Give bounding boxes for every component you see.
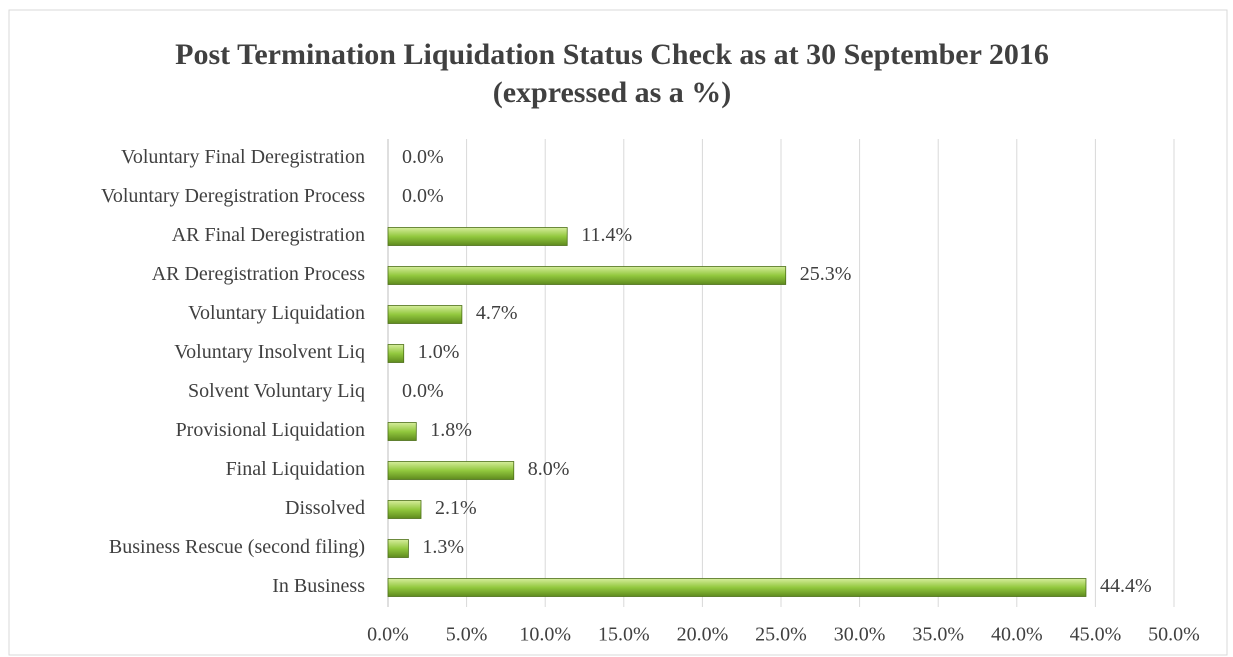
bar [387,344,405,363]
y-tick-label: Dissolved [285,497,365,519]
x-tick-label: 5.0% [446,624,488,646]
value-label: 0.0% [402,380,444,402]
x-tick-label: 0.0% [367,624,409,646]
bar [387,461,515,480]
y-tick-label: Voluntary Insolvent Liq [174,341,365,363]
chart-title: Post Termination Liquidation Status Chec… [175,38,1049,109]
bar [387,227,568,246]
x-tick-label: 30.0% [834,624,886,646]
value-label: 0.0% [402,146,444,168]
value-label: 44.4% [1100,575,1152,597]
y-tick-label: AR Final Deregistration [172,224,365,246]
value-label: 0.0% [402,185,444,207]
x-tick-label: 35.0% [912,624,964,646]
y-tick-label: Voluntary Deregistration Process [101,185,365,207]
y-tick-label: AR Deregistration Process [152,263,366,285]
y-tick-label: Business Rescue (second filing) [109,536,365,558]
x-tick-label: 50.0% [1148,624,1200,646]
value-label: 1.3% [422,536,464,558]
x-tick-label: 45.0% [1070,624,1122,646]
x-tick-label: 15.0% [598,624,650,646]
x-tick-label: 40.0% [991,624,1043,646]
value-label: 1.0% [418,341,460,363]
bar [387,305,463,324]
chart-border [8,9,1228,656]
bar [387,422,417,441]
bar [387,578,1087,597]
x-tick-label: 25.0% [755,624,807,646]
y-tick-label: Voluntary Final Deregistration [121,146,365,168]
value-label: 25.3% [800,263,852,285]
bar [387,500,422,519]
value-label: 4.7% [476,302,518,324]
x-tick-label: 20.0% [677,624,729,646]
value-label: 11.4% [581,224,632,246]
bar [387,539,409,558]
bar [387,266,787,285]
y-tick-label: Voluntary Liquidation [188,302,365,324]
value-label: 1.8% [430,419,472,441]
y-tick-label: In Business [272,575,365,597]
x-tick-label: 10.0% [519,624,571,646]
value-label: 8.0% [528,458,570,480]
y-tick-label: Solvent Voluntary Liq [188,380,365,402]
y-tick-label: Final Liquidation [226,458,365,480]
value-label: 2.1% [435,497,477,519]
y-tick-label: Provisional Liquidation [176,419,365,441]
